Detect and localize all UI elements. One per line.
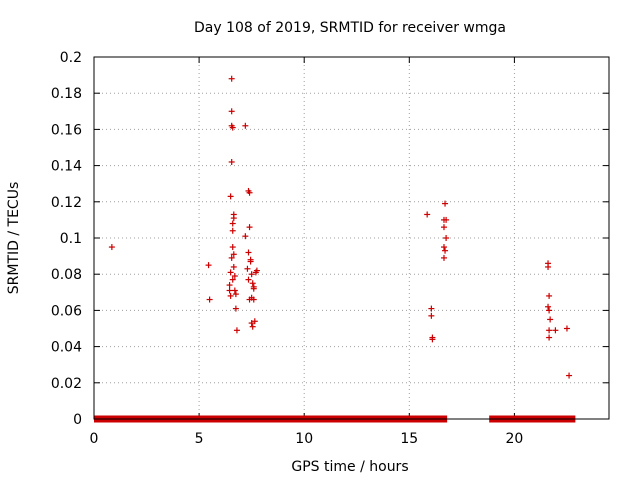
- data-point: [226, 282, 233, 289]
- data-point: [428, 305, 435, 312]
- y-tick-label: 0.1: [60, 231, 82, 247]
- data-point: [245, 276, 252, 283]
- data-point: [228, 108, 235, 115]
- y-tick-label: 0.18: [51, 86, 82, 102]
- data-point: [253, 267, 260, 274]
- data-point: [229, 276, 236, 283]
- data-point: [443, 235, 450, 241]
- data-point: [546, 327, 553, 334]
- y-tick-label: 0.16: [51, 122, 82, 138]
- chart-title: Day 108 of 2019, SRMTID for receiver wmg…: [194, 20, 506, 36]
- data-point: [246, 224, 253, 231]
- y-tick-label: 0.08: [51, 267, 82, 283]
- x-tick-label: 20: [505, 431, 523, 447]
- data-point: [428, 312, 435, 319]
- data-point: [228, 75, 235, 82]
- data-point: [230, 215, 237, 222]
- data-point: [442, 200, 449, 207]
- data-point: [232, 305, 239, 312]
- data-point: [249, 323, 256, 330]
- data-point: [249, 280, 256, 287]
- data-point: [227, 193, 234, 200]
- data-point: [547, 316, 554, 323]
- data-point: [248, 320, 255, 327]
- data-point: [231, 273, 238, 280]
- data-point: [546, 292, 553, 299]
- data-point: [546, 334, 553, 341]
- data-point: [250, 296, 257, 303]
- data-point: [233, 327, 240, 334]
- data-point: [231, 287, 238, 294]
- data-point: [230, 251, 237, 258]
- y-tick-label: 0.02: [51, 376, 82, 392]
- x-tick-label: 0: [90, 431, 99, 447]
- y-tick-label: 0: [73, 412, 82, 428]
- data-point: [229, 227, 236, 234]
- y-axis-ticks: 0 0.02 0.04 0.06 0.08 0.1 0.12 0.14 0.16 0.18 0.2: [51, 50, 609, 428]
- x-tick-label: 10: [295, 431, 313, 447]
- data-point: [226, 287, 233, 294]
- data-point: [248, 271, 255, 278]
- data-point: [251, 318, 258, 325]
- data-point: [232, 291, 239, 298]
- data-point: [545, 303, 552, 310]
- data-point: [250, 285, 257, 292]
- x-axis-ticks: 0 5 10 15 20: [90, 57, 523, 447]
- data-point: [245, 249, 252, 256]
- data-point: [424, 211, 431, 218]
- data-point: [566, 372, 573, 379]
- data-point: [244, 265, 251, 272]
- data-point: [429, 336, 436, 343]
- y-tick-label: 0.04: [51, 340, 82, 356]
- data-point: [563, 325, 570, 332]
- data-point: [440, 224, 447, 231]
- x-axis-label: GPS time / hours: [291, 459, 408, 475]
- data-point: [229, 220, 236, 227]
- data-point: [242, 122, 249, 129]
- data-point: [228, 254, 235, 261]
- y-axis-label: SRMTID / TECUs: [6, 182, 22, 295]
- data-point: [246, 189, 253, 196]
- data-point: [230, 263, 237, 270]
- data-point: [440, 244, 447, 251]
- y-tick-label: 0.2: [60, 50, 82, 66]
- data-point: [229, 244, 236, 251]
- y-tick-label: 0.14: [51, 159, 82, 175]
- x-tick-label: 15: [400, 431, 418, 447]
- data-point: [229, 124, 236, 131]
- data-point: [242, 233, 249, 240]
- data-point: [443, 216, 450, 223]
- data-point: [227, 269, 234, 276]
- data-points: [108, 75, 573, 379]
- data-point: [552, 327, 559, 334]
- data-point: [228, 158, 235, 165]
- y-tick-label: 0.12: [51, 195, 82, 211]
- data-point: [440, 254, 447, 261]
- data-point: [108, 244, 115, 251]
- data-point: [206, 296, 213, 303]
- data-point: [227, 292, 234, 299]
- plot-frame: [93, 56, 610, 420]
- y-tick-label: 0.06: [51, 303, 82, 319]
- data-point: [247, 258, 254, 265]
- data-point: [546, 307, 553, 314]
- data-point: [205, 262, 212, 269]
- data-point: [442, 247, 449, 254]
- data-point: [545, 263, 552, 270]
- grid-lines: [94, 57, 609, 419]
- x-tick-label: 5: [195, 431, 204, 447]
